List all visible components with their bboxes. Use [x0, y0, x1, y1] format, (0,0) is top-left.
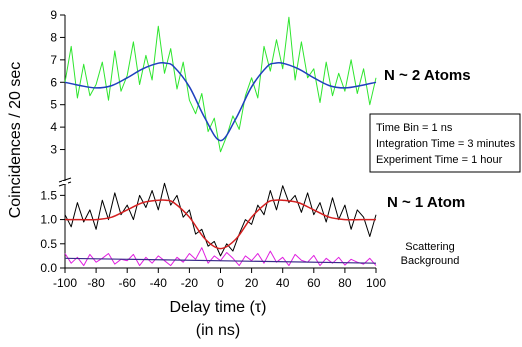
lower-data-line [64, 182, 377, 257]
upper-data-line [64, 16, 377, 153]
x-ticks: -100 -80 -60 -40 -20 0 20 40 60 80 100 [53, 268, 386, 290]
background-label-line1: Scattering [405, 241, 455, 253]
y-tick-label: 5 [50, 98, 57, 112]
y-ticks-lower: 0.0 0.5 1.0 1.5 [40, 188, 65, 275]
background-fit-line [64, 257, 377, 264]
y-tick-label: 1.0 [40, 213, 57, 227]
y-tick-label: 8 [50, 30, 57, 44]
y-ticks-upper: 3 4 5 6 7 8 9 [50, 8, 65, 157]
y-tick-label: 0.0 [40, 261, 57, 275]
x-tick-label: -100 [53, 276, 77, 290]
x-axis-unit: (in ns) [196, 322, 240, 339]
lower-fit-line [65, 199, 376, 250]
x-tick-label: -40 [150, 276, 168, 290]
upper-fit-line [64, 61, 377, 142]
x-tick-label: -20 [181, 276, 199, 290]
info-box-line: Experiment Time = 1 hour [376, 154, 503, 166]
x-tick-label: 80 [338, 276, 352, 290]
x-tick-label: 60 [307, 276, 321, 290]
info-box-line: Time Bin = 1 ns [376, 122, 453, 134]
x-tick-label: 0 [217, 276, 224, 290]
x-axis-title: Delay time (τ) [170, 299, 267, 316]
y-axis-title: Coincidences / 20 sec [7, 62, 24, 219]
info-box-line: Integration Time = 3 minutes [376, 138, 516, 150]
y-tick-label: 0.5 [40, 237, 57, 251]
series-group [64, 16, 377, 267]
y-tick-label: 1.5 [40, 188, 57, 202]
x-tick-label: -60 [119, 276, 137, 290]
axis-break-mark [58, 177, 72, 187]
info-box: Time Bin = 1 ns Integration Time = 3 min… [369, 113, 521, 173]
y-tick-label: 4 [50, 120, 57, 134]
y-tick-label: 9 [50, 8, 57, 22]
upper-annotation: N ~ 2 Atoms [384, 67, 471, 84]
x-tick-label: 40 [276, 276, 290, 290]
background-label-line2: Background [401, 255, 460, 267]
x-tick-label: 100 [366, 276, 386, 290]
lower-annotation: N ~ 1 Atom [387, 194, 465, 211]
x-tick-label: 20 [245, 276, 259, 290]
y-tick-label: 3 [50, 143, 57, 157]
y-tick-label: 6 [50, 75, 57, 89]
y-tick-label: 7 [50, 53, 57, 67]
x-tick-label: -80 [87, 276, 105, 290]
